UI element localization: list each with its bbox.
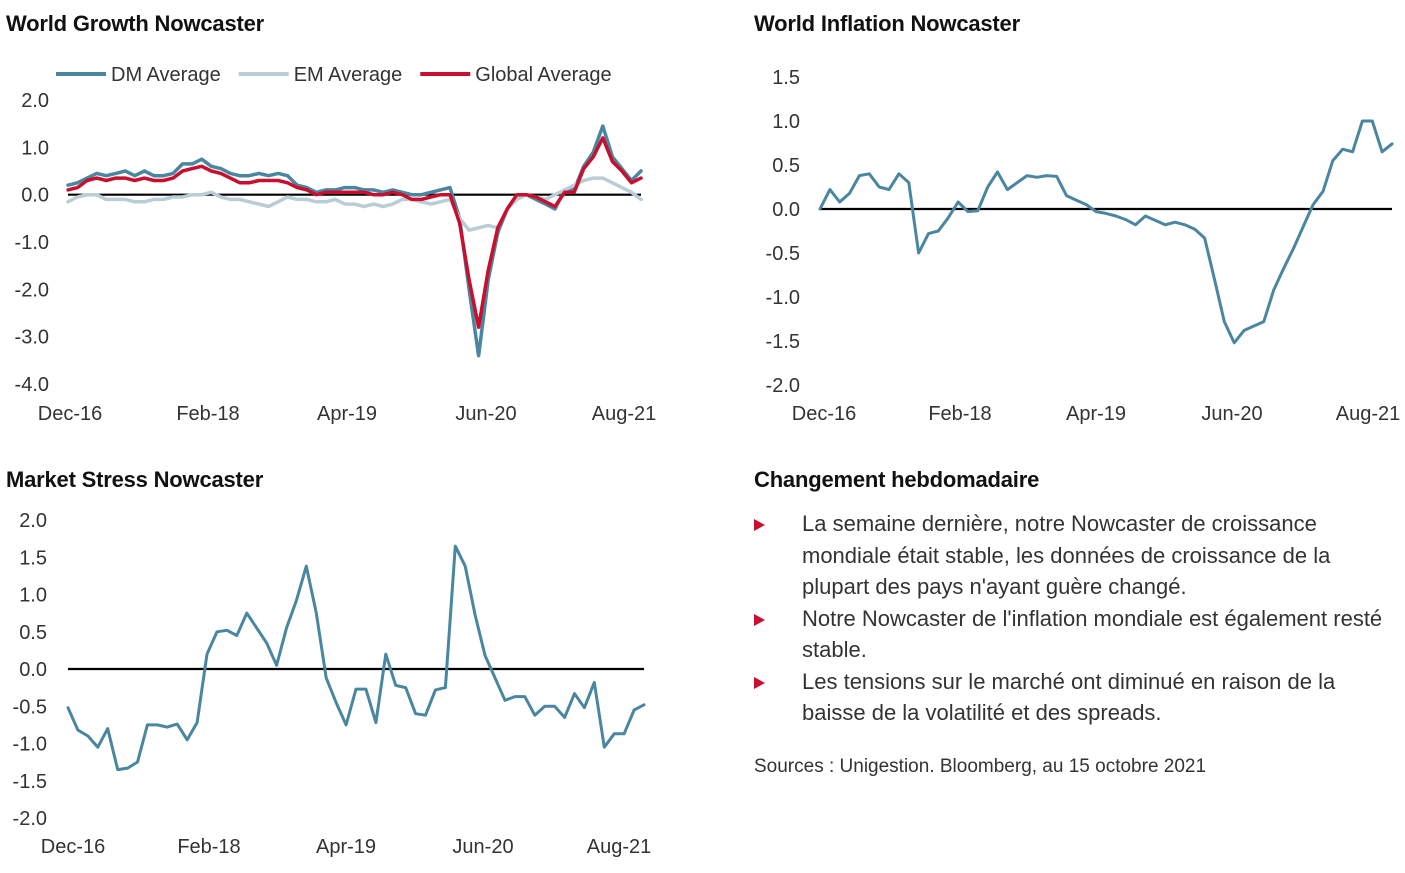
x-tick-label: Jun-20: [1201, 403, 1262, 425]
y-tick-label: 0.0: [21, 185, 49, 207]
global-average-line: [66, 136, 643, 329]
y-tick-label: -1.5: [766, 331, 800, 353]
y-tick-label: 0.0: [19, 659, 47, 681]
y-tick-label: 1.5: [19, 547, 47, 569]
bullet-item: La semaine dernière, notre Nowcaster de …: [754, 508, 1394, 603]
stress-chart-title: Market Stress Nowcaster: [6, 467, 264, 492]
x-tick-label: Apr-19: [1066, 403, 1126, 425]
y-tick-label: 1.0: [772, 111, 800, 133]
series-line: [66, 544, 646, 772]
x-tick-label: Apr-19: [316, 836, 376, 858]
sources-note: Sources : Unigestion. Bloomberg, au 15 o…: [754, 756, 1207, 777]
y-tick-label: 1.5: [772, 67, 800, 89]
legend-label: EM Average: [294, 64, 403, 86]
bullet-item: Notre Nowcaster de l'inflation mondiale …: [754, 603, 1394, 666]
x-tick-label: Feb-18: [176, 403, 239, 425]
bullet-item: Les tensions sur le marché ont diminué e…: [754, 666, 1394, 729]
x-tick-label: Dec-16: [38, 403, 102, 425]
y-tick-label: 1.0: [19, 585, 47, 607]
weekly-change-panel: La semaine dernière, notre Nowcaster de …: [754, 508, 1394, 729]
y-tick-label: -3.0: [15, 327, 49, 349]
bullet-text: La semaine dernière, notre Nowcaster de …: [802, 511, 1331, 599]
bullet-marker-icon: [754, 519, 765, 531]
x-tick-label: Feb-18: [177, 836, 240, 858]
em-average-line: [66, 176, 643, 232]
x-tick-label: Jun-20: [452, 836, 513, 858]
y-tick-label: -0.5: [766, 243, 800, 265]
bullet-list: La semaine dernière, notre Nowcaster de …: [754, 508, 1394, 729]
y-tick-label: 2.0: [19, 510, 47, 532]
bullet-marker-icon: [754, 613, 765, 626]
y-tick-label: -2.0: [15, 279, 49, 301]
dm-average-line: [66, 124, 643, 358]
y-tick-label: 1.0: [21, 137, 49, 159]
x-tick-label: Apr-19: [317, 403, 377, 425]
x-tick-label: Dec-16: [792, 403, 856, 425]
bullet-text: Les tensions sur le marché ont diminué e…: [802, 668, 1336, 726]
y-tick-label: -1.0: [13, 734, 47, 756]
y-tick-label: -1.5: [13, 771, 47, 793]
y-tick-label: -2.0: [13, 808, 47, 830]
bullet-text: Notre Nowcaster de l'inflation mondiale …: [802, 605, 1383, 663]
y-tick-label: -0.5: [13, 696, 47, 718]
y-tick-label: -1.0: [766, 287, 800, 309]
y-tick-label: 2.0: [21, 90, 49, 112]
x-tick-label: Aug-21: [1336, 403, 1401, 425]
weekly-change-title: Changement hebdomadaire: [754, 467, 1040, 492]
x-tick-label: Aug-21: [587, 836, 652, 858]
x-tick-label: Dec-16: [41, 836, 105, 858]
y-tick-label: 0.5: [19, 622, 47, 644]
y-tick-label: 0.5: [772, 155, 800, 177]
x-tick-label: Jun-20: [455, 403, 516, 425]
growth-chart-title: World Growth Nowcaster: [6, 11, 264, 36]
legend-label: Global Average: [475, 64, 611, 86]
inflation-chart-title: World Inflation Nowcaster: [754, 11, 1020, 36]
x-tick-label: Aug-21: [592, 403, 657, 425]
y-tick-label: -4.0: [15, 374, 49, 396]
y-tick-label: 0.0: [772, 199, 800, 221]
series-line: [818, 119, 1394, 345]
bullet-marker-icon: [754, 676, 765, 689]
x-tick-label: Feb-18: [928, 403, 991, 425]
y-tick-label: -1.0: [15, 232, 49, 254]
y-tick-label: -2.0: [766, 375, 800, 397]
legend-label: DM Average: [111, 64, 221, 86]
